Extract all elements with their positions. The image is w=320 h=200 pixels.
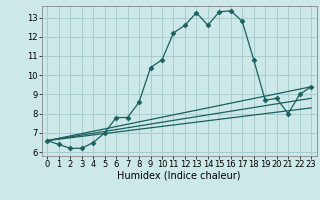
X-axis label: Humidex (Indice chaleur): Humidex (Indice chaleur): [117, 171, 241, 181]
